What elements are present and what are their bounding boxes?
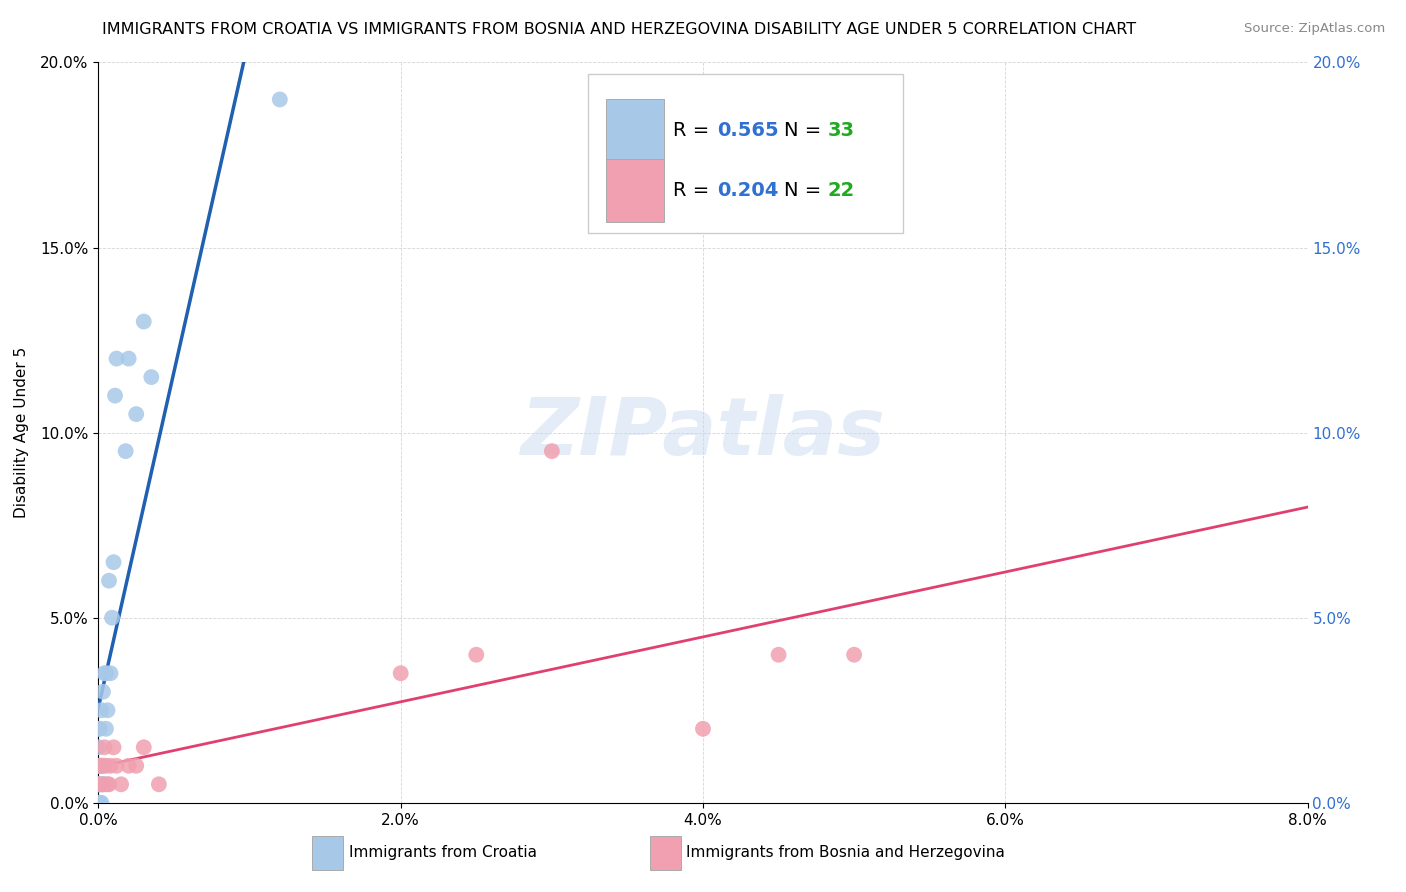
Point: [90, 758, 112, 772]
Point: [91, 758, 114, 772]
Point: [90, 703, 112, 717]
Text: 22: 22: [828, 181, 855, 200]
Point: [768, 648, 790, 662]
Point: [105, 758, 128, 772]
Point: [104, 388, 127, 402]
Point: [94, 722, 117, 736]
Point: [93, 777, 115, 791]
Point: [101, 610, 124, 624]
Point: [125, 407, 148, 421]
Point: [148, 777, 170, 791]
Point: [94, 758, 117, 772]
Text: IMMIGRANTS FROM CROATIA VS IMMIGRANTS FROM BOSNIA AND HERZEGOVINA DISABILITY AGE: IMMIGRANTS FROM CROATIA VS IMMIGRANTS FR…: [101, 22, 1136, 37]
Point: [98, 777, 121, 791]
Point: [91, 685, 114, 699]
Point: [89, 758, 111, 772]
FancyBboxPatch shape: [588, 73, 903, 233]
Text: Immigrants from Croatia: Immigrants from Croatia: [349, 846, 537, 860]
Point: [105, 351, 128, 366]
Text: N =: N =: [785, 121, 828, 140]
Text: R =: R =: [672, 181, 716, 200]
Point: [118, 351, 141, 366]
FancyBboxPatch shape: [606, 159, 664, 221]
Point: [94, 666, 117, 681]
Point: [87, 740, 110, 755]
Point: [93, 666, 115, 681]
Point: [96, 777, 118, 791]
Point: [91, 777, 114, 791]
Text: 0.565: 0.565: [717, 121, 779, 140]
Point: [114, 444, 136, 458]
Point: [90, 777, 112, 791]
Point: [132, 740, 155, 755]
Point: [100, 666, 122, 681]
Text: 33: 33: [828, 121, 855, 140]
FancyBboxPatch shape: [606, 99, 664, 162]
Point: [96, 703, 118, 717]
Point: [100, 758, 122, 772]
Point: [103, 740, 125, 755]
Point: [132, 314, 155, 328]
Point: [91, 777, 114, 791]
Point: [103, 555, 125, 569]
Point: [692, 722, 714, 736]
Point: [87, 722, 110, 736]
Point: [110, 777, 132, 791]
Point: [125, 758, 148, 772]
Point: [141, 370, 163, 384]
Point: [89, 758, 111, 772]
Point: [844, 648, 866, 662]
Point: [90, 758, 112, 772]
Text: Immigrants from Bosnia and Herzegovina: Immigrants from Bosnia and Herzegovina: [686, 846, 1005, 860]
Point: [90, 796, 112, 810]
Point: [87, 777, 110, 791]
Y-axis label: Disability Age Under 5: Disability Age Under 5: [14, 347, 30, 518]
Point: [87, 796, 110, 810]
Point: [87, 777, 110, 791]
Point: [93, 740, 115, 755]
Point: [269, 92, 291, 106]
Text: Source: ZipAtlas.com: Source: ZipAtlas.com: [1244, 22, 1385, 36]
Point: [87, 758, 110, 772]
Point: [89, 777, 111, 791]
Point: [118, 758, 141, 772]
Point: [98, 574, 121, 588]
Text: N =: N =: [785, 181, 828, 200]
Text: 0.204: 0.204: [717, 181, 779, 200]
Point: [89, 722, 111, 736]
Point: [389, 666, 412, 681]
Point: [540, 444, 562, 458]
Point: [465, 648, 488, 662]
Point: [89, 796, 111, 810]
Text: ZIPatlas: ZIPatlas: [520, 393, 886, 472]
Text: R =: R =: [672, 121, 716, 140]
